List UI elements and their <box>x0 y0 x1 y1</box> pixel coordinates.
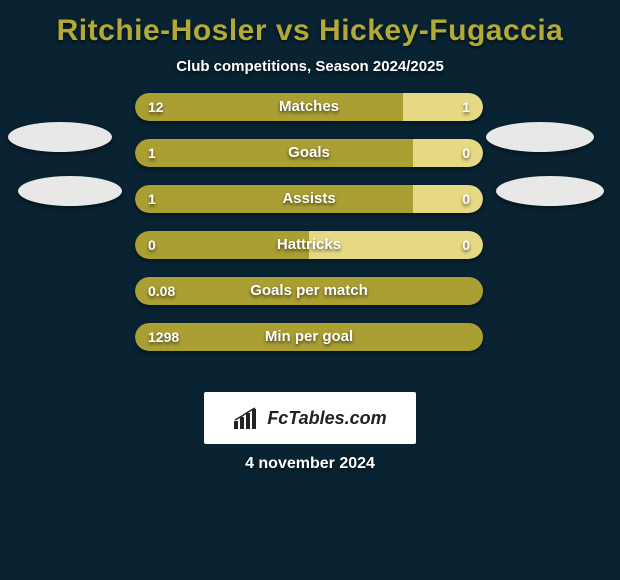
stat-bar-left <box>135 323 483 351</box>
stat-bar-track <box>135 323 483 351</box>
stat-bar-left <box>135 93 403 121</box>
stat-bar-track <box>135 139 483 167</box>
player-avatar-left <box>8 122 112 152</box>
player-avatar-left <box>18 176 122 206</box>
comparison-title: Ritchie-Hosler vs Hickey-Fugaccia <box>0 0 620 52</box>
brand-badge: FcTables.com <box>204 392 416 444</box>
stat-bar-right <box>403 93 483 121</box>
brand-text: FcTables.com <box>267 408 386 429</box>
comparison-date: 4 november 2024 <box>0 455 620 473</box>
stat-bar-right <box>309 231 483 259</box>
player-avatar-right <box>486 122 594 152</box>
comparison-subtitle: Club competitions, Season 2024/2025 <box>0 52 620 93</box>
stat-bar-right <box>413 139 483 167</box>
stat-row: Hattricks00 <box>0 231 620 277</box>
stat-bar-track <box>135 185 483 213</box>
stat-bar-left <box>135 277 483 305</box>
signal-bars-icon <box>233 407 261 429</box>
stat-row: Min per goal1298 <box>0 323 620 369</box>
player-avatar-right <box>496 176 604 206</box>
stat-bar-left <box>135 139 413 167</box>
stat-bar-left <box>135 185 413 213</box>
stat-row: Goals per match0.08 <box>0 277 620 323</box>
stat-bar-right <box>413 185 483 213</box>
stat-bar-track <box>135 231 483 259</box>
stat-bar-left <box>135 231 309 259</box>
stat-bar-track <box>135 93 483 121</box>
stat-bar-track <box>135 277 483 305</box>
